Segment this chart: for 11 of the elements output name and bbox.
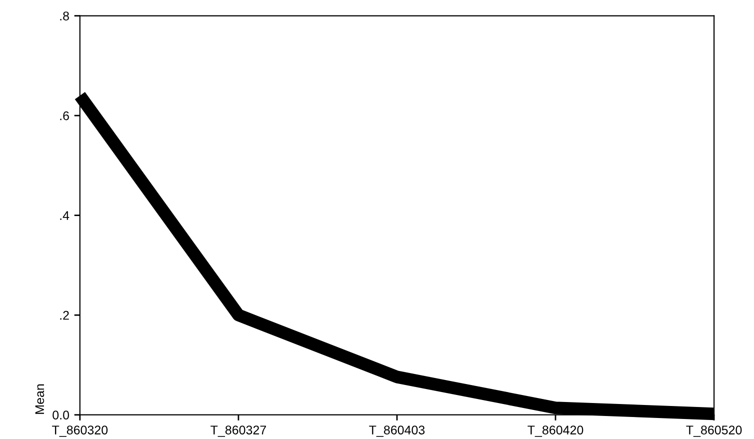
x-tick-label: T_860320 bbox=[52, 426, 108, 437]
y-tick-label: .4 bbox=[60, 211, 70, 220]
y-tick-label: .6 bbox=[60, 111, 69, 120]
x-tick-label: T_860420 bbox=[528, 426, 584, 437]
y-axis-title: Mean bbox=[35, 384, 44, 414]
y-tick-label: 0.0 bbox=[52, 410, 70, 420]
y-tick-label: .2 bbox=[60, 310, 69, 320]
y-tick-label: .8 bbox=[60, 12, 69, 20]
x-tick-label: T_860327 bbox=[210, 426, 266, 437]
x-tick-label: T_860520 bbox=[686, 426, 742, 437]
x-tick-label: T_860403 bbox=[369, 426, 425, 437]
